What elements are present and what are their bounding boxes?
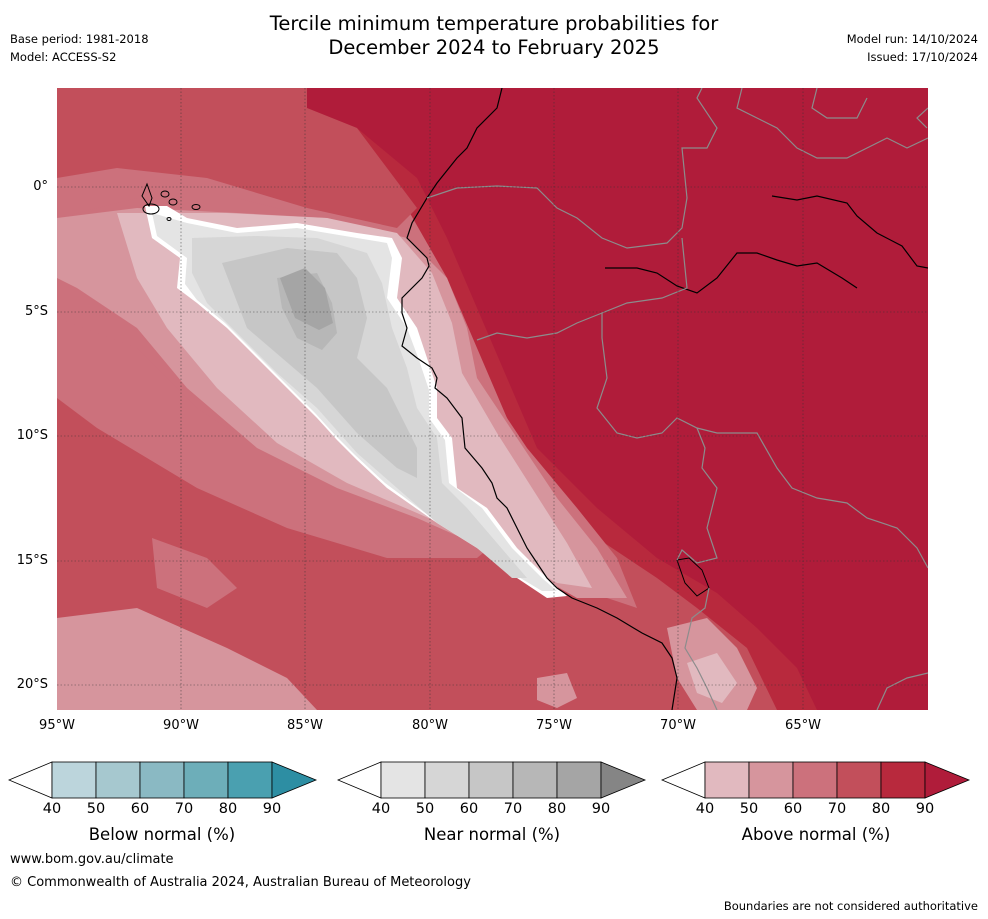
lon-label-70w: 70°W (660, 718, 696, 733)
zone-near-60 (222, 248, 417, 478)
lon-label-90w: 90°W (163, 718, 199, 733)
colorbar-near-label: Near normal (%) (423, 825, 561, 844)
zone-above-50-southwest (57, 608, 317, 710)
colorbar-near-tick-70: 70 (503, 801, 523, 817)
colorbar-above-segment-50 (748, 761, 794, 799)
colorbar-above-tick-50: 50 (739, 801, 759, 817)
colorbar-above-tick-60: 60 (783, 801, 803, 817)
colorbar-above-tick-80: 80 (871, 801, 891, 817)
lon-label-95w: 95°W (39, 718, 75, 733)
colorbar-above-segment-70 (836, 761, 882, 799)
colorbar-above-arrow-low (661, 761, 706, 799)
colorbar-above-normal (661, 761, 971, 799)
amazon-river (605, 195, 928, 294)
website-link[interactable]: www.bom.gov.au/climate (10, 852, 174, 867)
colorbar-near-segment-40 (380, 761, 426, 799)
lat-label-20s: 20°S (16, 677, 48, 692)
colorbar-near-tick-80: 80 (547, 801, 567, 817)
title-line-2: December 2024 to February 2025 (328, 36, 660, 59)
zone-above-90 (307, 88, 928, 710)
colorbar-near-segment-60 (468, 761, 514, 799)
colorbar-above-arrow-high (924, 761, 971, 799)
colorbar-near-segment-50 (424, 761, 470, 799)
coastline (401, 88, 678, 710)
colorbar-near-normal (337, 761, 647, 799)
colorbar-above-tick-90: 90 (915, 801, 935, 817)
colorbar-near-tick-90: 90 (591, 801, 611, 817)
copyright: © Commonwealth of Australia 2024, Austra… (10, 875, 471, 890)
map-gridlines (57, 88, 928, 710)
lat-label-0: 0° (33, 179, 48, 194)
zone-near-80 (280, 268, 333, 330)
colorbar-below-segment-40 (51, 761, 97, 799)
boundary-disclaimer: Boundaries are not considered authoritat… (723, 899, 978, 913)
zone-above-40-south-coast (687, 653, 737, 703)
colorbar-below-arrow-low (8, 761, 53, 799)
colorbar-near-tick-50: 50 (415, 801, 435, 817)
colorbar-below-label: Below normal (%) (88, 825, 236, 844)
colorbar-below-tick-50: 50 (86, 801, 106, 817)
colorbar-below-tick-70: 70 (174, 801, 194, 817)
lat-label-10s: 10°S (16, 428, 48, 443)
colorbar-above-segment-40 (704, 761, 750, 799)
lon-label-65w: 65°W (785, 718, 821, 733)
galapagos-islands (141, 182, 201, 221)
colorbar-above-tick-70: 70 (827, 801, 847, 817)
colorbar-near-segment-70 (512, 761, 558, 799)
issued-date: Issued: 17/10/2024 (867, 50, 978, 64)
lat-label-5s: 5°S (24, 304, 48, 319)
lat-label-15s: 15°S (16, 553, 48, 568)
model-name: Model: ACCESS-S2 (10, 50, 117, 64)
colorbar-below-arrow-high (271, 761, 318, 799)
colorbar-above-tick-40: 40 (695, 801, 715, 817)
colorbar-near-tick-60: 60 (459, 801, 479, 817)
colorbar-near-tick-40: 40 (371, 801, 391, 817)
colorbar-above-segment-80 (880, 761, 926, 799)
colorbar-below-tick-90: 90 (262, 801, 282, 817)
colorbar-below-tick-40: 40 (42, 801, 62, 817)
page-title: Tercile minimum temperature probabilitie… (0, 12, 988, 60)
colorbar-below-segment-70 (183, 761, 229, 799)
colorbar-below-tick-80: 80 (218, 801, 238, 817)
lon-label-75w: 75°W (536, 718, 572, 733)
colorbar-below-normal (8, 761, 318, 799)
colorbar-below-segment-50 (95, 761, 141, 799)
zone-above-70-north (57, 88, 417, 228)
probability-map (57, 88, 928, 710)
lon-label-85w: 85°W (287, 718, 323, 733)
colorbar-below-segment-80 (227, 761, 273, 799)
model-run: Model run: 14/10/2024 (846, 32, 978, 46)
colorbar-near-arrow-low (337, 761, 382, 799)
zone-above-50-patch (537, 673, 577, 708)
base-period: Base period: 1981-2018 (10, 32, 149, 46)
colorbar-near-arrow-high (600, 761, 647, 799)
colorbar-below-tick-60: 60 (130, 801, 150, 817)
colorbar-above-label: Above normal (%) (741, 825, 891, 844)
lon-label-80w: 80°W (412, 718, 448, 733)
colorbar-above-segment-60 (792, 761, 838, 799)
colorbar-below-segment-60 (139, 761, 185, 799)
title-line-1: Tercile minimum temperature probabilitie… (269, 12, 719, 35)
zone-above-60-south (152, 538, 237, 608)
colorbar-near-segment-80 (556, 761, 602, 799)
